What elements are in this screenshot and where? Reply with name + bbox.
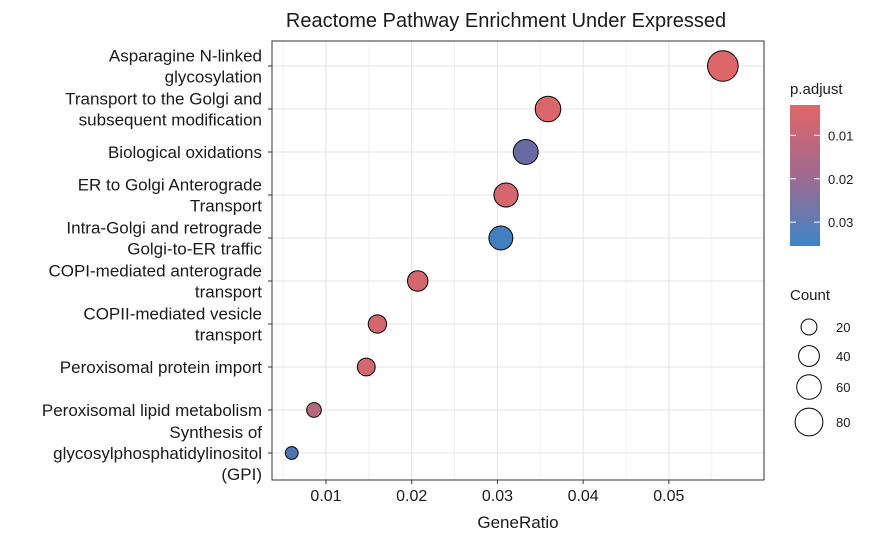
color-legend-label: 0.01: [828, 128, 853, 143]
y-axis-label: transport: [195, 283, 262, 302]
y-axis-label: Golgi-to-ER traffic: [127, 240, 262, 259]
y-axis-label: COPI-mediated anterograde: [48, 262, 262, 281]
y-axis-label: Synthesis of: [169, 423, 262, 442]
chart-title: Reactome Pathway Enrichment Under Expres…: [286, 10, 726, 32]
x-axis-title: GeneRatio: [477, 513, 558, 532]
color-legend-label: 0.03: [828, 215, 853, 230]
data-point: [356, 357, 376, 377]
y-axis-label: COPII-mediated vesicle: [83, 305, 262, 324]
y-axis-label: Transport: [190, 197, 262, 216]
data-point: [407, 270, 429, 292]
y-axis-label: Asparagine N-linked: [109, 47, 262, 66]
color-legend-label: 0.02: [828, 172, 853, 187]
y-axis-label: ER to Golgi Anterograde: [78, 176, 262, 195]
y-axis-label: Peroxisomal protein import: [60, 358, 262, 377]
size-legend-label: 60: [836, 380, 850, 395]
data-point: [367, 314, 388, 334]
y-axis-label: transport: [195, 326, 262, 345]
x-tick-label: 0.04: [568, 488, 599, 505]
y-axis-label: Intra-Golgi and retrograde: [66, 219, 262, 238]
size-legend-circle: [796, 374, 822, 400]
data-point: [306, 402, 322, 418]
x-tick-label: 0.01: [310, 488, 341, 505]
y-axis-label: glycosylation: [165, 68, 262, 87]
x-tick-label: 0.02: [396, 488, 427, 505]
data-points: [284, 50, 739, 460]
size-legend-label: 80: [836, 415, 850, 430]
data-point: [707, 50, 739, 82]
y-axis-label: Peroxisomal lipid metabolism: [42, 401, 262, 420]
y-axis-label: Biological oxidations: [108, 143, 262, 162]
x-axis-ticks: 0.01 0.02 0.03 0.04 0.05: [310, 480, 685, 505]
plot-panel-border: [271, 40, 765, 481]
color-legend-bar: [790, 105, 820, 246]
y-axis-labels: Asparagine N-linked glycosylation Transpor…: [42, 47, 272, 484]
size-legend-circle: [798, 345, 820, 367]
size-legend-title: Count: [790, 287, 831, 304]
data-point: [284, 446, 299, 460]
y-axis-label: glycosylphosphatidylinositol: [53, 444, 262, 463]
size-legend-items: 20 40 60 80: [794, 318, 850, 437]
color-legend-title: p.adjust: [790, 81, 843, 98]
x-tick-label: 0.05: [653, 488, 684, 505]
x-tick-label: 0.03: [482, 488, 513, 505]
data-point: [534, 95, 562, 123]
size-legend-label: 40: [836, 349, 850, 364]
data-point: [488, 225, 514, 251]
data-point: [512, 139, 539, 165]
y-axis-label: Transport to the Golgi and: [65, 90, 262, 109]
y-axis-label: subsequent modification: [79, 111, 262, 130]
size-legend-circle: [794, 407, 824, 437]
y-axis-label: (GPI): [221, 465, 262, 484]
data-point: [493, 182, 519, 208]
color-legend-ticks: 0.01 0.02 0.03: [790, 128, 853, 230]
size-legend-circle: [800, 318, 818, 336]
size-legend-label: 20: [836, 320, 850, 335]
